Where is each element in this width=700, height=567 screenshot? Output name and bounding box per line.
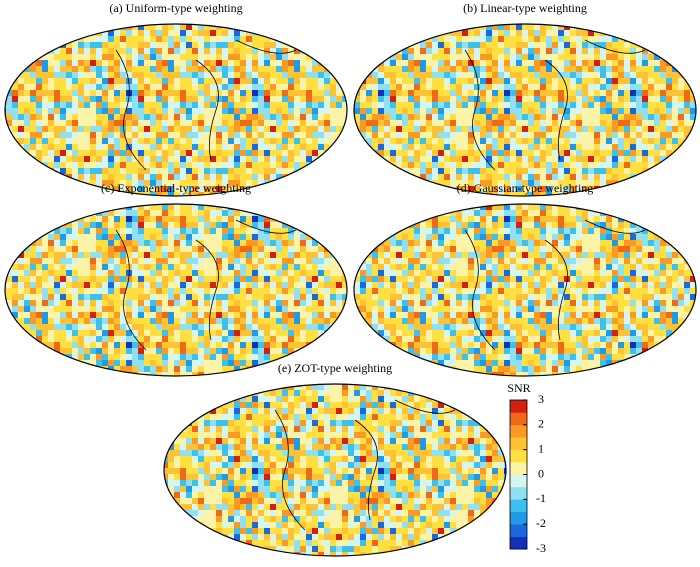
map-globe: [4, 23, 348, 197]
colorbar-segment: [510, 424, 527, 438]
colorbar-segment: [510, 511, 527, 525]
coastline: [464, 39, 646, 171]
map-globe: [4, 203, 348, 377]
colorbar-segment: [510, 474, 527, 488]
colorbar-segment: [510, 449, 527, 463]
map-globe: [163, 383, 507, 557]
colorbar-segment: [510, 400, 527, 413]
map-globe: [353, 23, 697, 197]
coastline: [274, 399, 456, 531]
coastline: [464, 219, 646, 351]
colorbar-tick-label: 0: [538, 466, 544, 480]
colorbar-segment: [510, 412, 527, 426]
colorbar-segment: [510, 536, 527, 550]
colorbar-segment: [510, 499, 527, 513]
panel-title: (c) Exponential-type weighting: [101, 181, 251, 195]
map-globe: [353, 203, 697, 377]
colorbar-tick-label: -3: [536, 541, 546, 555]
panel-title: (b) Linear-type weighting: [463, 1, 587, 15]
colorbar-tick-label: 3: [538, 392, 544, 406]
coastline: [115, 39, 297, 171]
colorbar-segment: [510, 524, 527, 537]
colorbar-segment: [510, 437, 527, 450]
colorbar-tick-label: -1: [536, 491, 546, 505]
colorbar-tick-label: 2: [538, 417, 544, 431]
colorbar-segment: [510, 486, 527, 500]
colorbar-tick-label: 1: [538, 441, 544, 455]
panel-title: (e) ZOT-type weighting: [278, 361, 392, 375]
coastline: [115, 219, 297, 351]
colorbar-label: SNR: [507, 381, 530, 395]
colorbar-tick-label: -2: [536, 516, 546, 530]
colorbar-segment: [510, 462, 527, 475]
panel-title: (d) Gaussian-type weighting: [457, 181, 594, 195]
panel-title: (a) Uniform-type weighting: [109, 1, 242, 15]
